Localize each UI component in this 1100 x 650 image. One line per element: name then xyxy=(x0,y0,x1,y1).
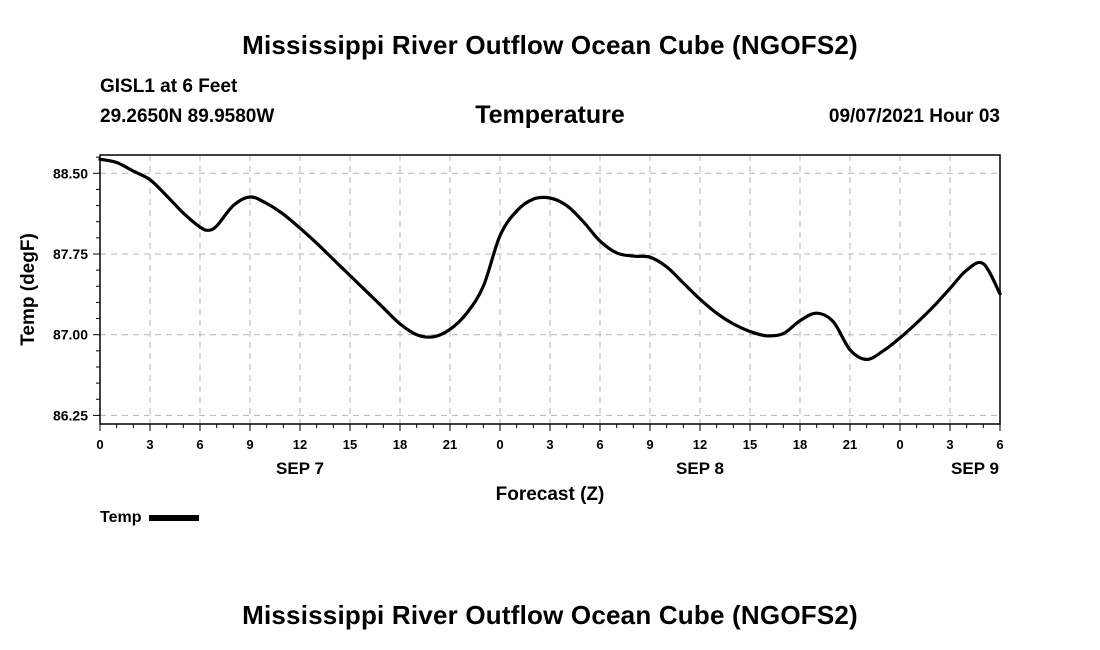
x-day-label: SEP 9 xyxy=(951,459,999,478)
y-tick-label: 87.00 xyxy=(53,327,88,343)
x-tick-label: 21 xyxy=(843,437,857,452)
x-tick-label: 0 xyxy=(96,437,103,452)
legend-label-temp: Temp xyxy=(100,509,142,526)
x-tick-label: 9 xyxy=(646,437,653,452)
x-day-label: SEP 7 xyxy=(276,459,324,478)
x-tick-label: 18 xyxy=(393,437,407,452)
x-tick-label: 12 xyxy=(293,437,307,452)
x-tick-label: 6 xyxy=(596,437,603,452)
x-tick-label: 15 xyxy=(743,437,757,452)
legend-swatch-temp xyxy=(149,515,200,521)
y-axis-label: Temp (degF) xyxy=(18,233,39,346)
chart-title: Temperature xyxy=(475,101,625,129)
forecast-datetime: 09/07/2021 Hour 03 xyxy=(828,106,1000,127)
x-tick-label: 12 xyxy=(693,437,707,452)
x-tick-label: 0 xyxy=(896,437,903,452)
y-tick-label: 88.50 xyxy=(53,165,88,181)
y-tick-label: 86.25 xyxy=(53,407,88,423)
x-tick-label: 3 xyxy=(946,437,953,452)
station-coordinates: 29.2650N 89.9580W xyxy=(100,106,275,127)
series-line-temp xyxy=(98,157,1002,361)
x-tick-label: 3 xyxy=(146,437,153,452)
legend: Temp xyxy=(100,509,200,527)
x-tick-label: 21 xyxy=(443,437,457,452)
x-axis-label: Forecast (Z) xyxy=(496,484,605,505)
y-tick-label: 87.75 xyxy=(53,246,88,262)
x-tick-label: 6 xyxy=(196,437,203,452)
x-tick-label: 18 xyxy=(793,437,807,452)
x-tick-label: 0 xyxy=(496,437,503,452)
station-label: GISL1 at 6 Feet xyxy=(100,76,238,97)
x-tick-label: 9 xyxy=(246,437,253,452)
x-tick-label: 6 xyxy=(996,437,1003,452)
page-title-top: Mississippi River Outflow Ocean Cube (NG… xyxy=(242,30,858,60)
x-tick-label: 15 xyxy=(343,437,357,452)
x-tick-label: 3 xyxy=(546,437,553,452)
x-day-label: SEP 8 xyxy=(676,459,724,478)
page-title-bottom: Mississippi River Outflow Ocean Cube (NG… xyxy=(242,600,858,630)
